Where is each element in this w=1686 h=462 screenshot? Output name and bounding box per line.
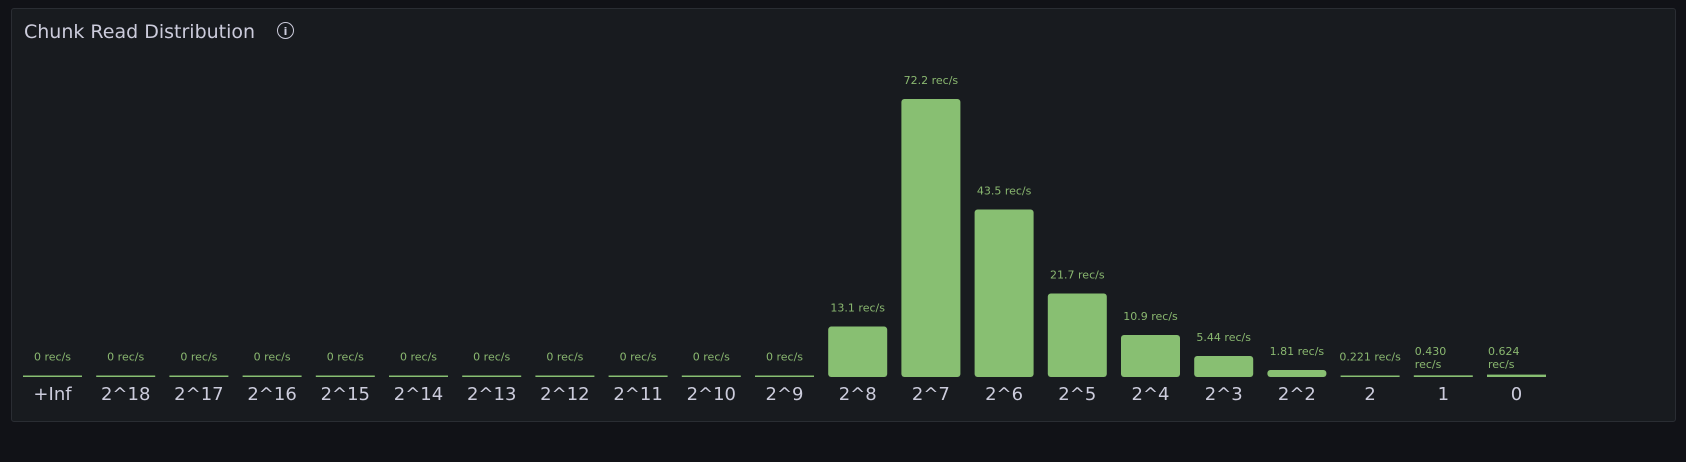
value-label: 13.1 rec/s <box>830 302 885 315</box>
bar-19[interactable] <box>1413 375 1473 377</box>
x-tick-label: 2^8 <box>839 384 877 405</box>
value-label-unit: rec/s <box>1415 358 1442 371</box>
bar-7[interactable] <box>535 375 595 378</box>
x-tick-label: 1 <box>1438 384 1449 405</box>
bar-10[interactable] <box>755 375 814 378</box>
x-tick-label: 2^7 <box>912 384 950 405</box>
bar-17[interactable] <box>1267 370 1327 377</box>
x-tick-label: 2^17 <box>174 384 223 405</box>
bar-15[interactable] <box>1121 335 1180 377</box>
bar-16[interactable] <box>1194 356 1254 377</box>
x-tick-label: 2^2 <box>1278 384 1316 405</box>
x-tick-label: 2^10 <box>687 384 736 405</box>
x-tick-label: 2^9 <box>766 384 804 405</box>
value-label: 1.81 rec/s <box>1270 345 1325 358</box>
x-tick-label: 2^18 <box>101 384 150 405</box>
bar-0[interactable] <box>23 375 82 378</box>
bar-2[interactable] <box>169 375 229 378</box>
bar-20[interactable] <box>1487 374 1546 377</box>
bar-11[interactable] <box>828 326 888 377</box>
bar-6[interactable] <box>462 375 522 378</box>
value-label: 0 rec/s <box>473 351 510 364</box>
x-tick-label: 2^6 <box>985 384 1023 405</box>
x-tick-label: 2 <box>1364 384 1375 405</box>
value-label: 0 rec/s <box>400 351 437 364</box>
bar-5[interactable] <box>389 375 448 378</box>
value-label: 43.5 rec/s <box>977 185 1032 198</box>
bar-3[interactable] <box>242 375 302 378</box>
bar-18[interactable] <box>1340 375 1400 378</box>
value-label: 0 rec/s <box>254 351 291 364</box>
value-label: 0.221 rec/s <box>1339 351 1401 364</box>
bar-13[interactable] <box>974 209 1034 377</box>
x-tick-label: 2^14 <box>394 384 443 405</box>
x-tick-label: 2^11 <box>613 384 662 405</box>
x-tick-label: 2^16 <box>247 384 296 405</box>
value-label: 0.624 <box>1488 345 1520 358</box>
bar-9[interactable] <box>681 375 741 378</box>
x-tick-label: 2^4 <box>1132 384 1170 405</box>
x-tick-label: 0 <box>1511 384 1522 405</box>
bar-8[interactable] <box>608 375 668 378</box>
value-label: 0 rec/s <box>766 351 803 364</box>
x-tick-label: 2^13 <box>467 384 516 405</box>
panel-title: Chunk Read Distribution <box>24 21 256 43</box>
value-label: 5.44 rec/s <box>1196 331 1251 344</box>
x-tick-label: 2^5 <box>1058 384 1096 405</box>
value-label: 72.2 rec/s <box>904 74 959 87</box>
bar-12[interactable] <box>901 99 961 377</box>
value-label: 10.9 rec/s <box>1123 310 1178 323</box>
value-label: 0 rec/s <box>546 351 583 364</box>
info-circle-icon[interactable]: i <box>277 22 294 39</box>
value-label: 0 rec/s <box>693 351 730 364</box>
bar-4[interactable] <box>315 375 375 378</box>
value-label: 0 rec/s <box>180 351 217 364</box>
x-tick-label: +Inf <box>33 384 72 405</box>
x-tick-label: 2^12 <box>540 384 589 405</box>
bar-1[interactable] <box>96 375 156 378</box>
value-label: 0 rec/s <box>107 351 144 364</box>
value-label: 21.7 rec/s <box>1050 268 1105 281</box>
x-tick-label: 2^3 <box>1205 384 1243 405</box>
value-label: 0 rec/s <box>34 351 71 364</box>
bar-14[interactable] <box>1047 293 1107 377</box>
value-label: 0 rec/s <box>620 351 657 364</box>
value-label: 0.430 <box>1415 345 1447 358</box>
value-label-unit: rec/s <box>1488 358 1515 371</box>
x-tick-label: 2^15 <box>321 384 370 405</box>
value-label: 0 rec/s <box>327 351 364 364</box>
